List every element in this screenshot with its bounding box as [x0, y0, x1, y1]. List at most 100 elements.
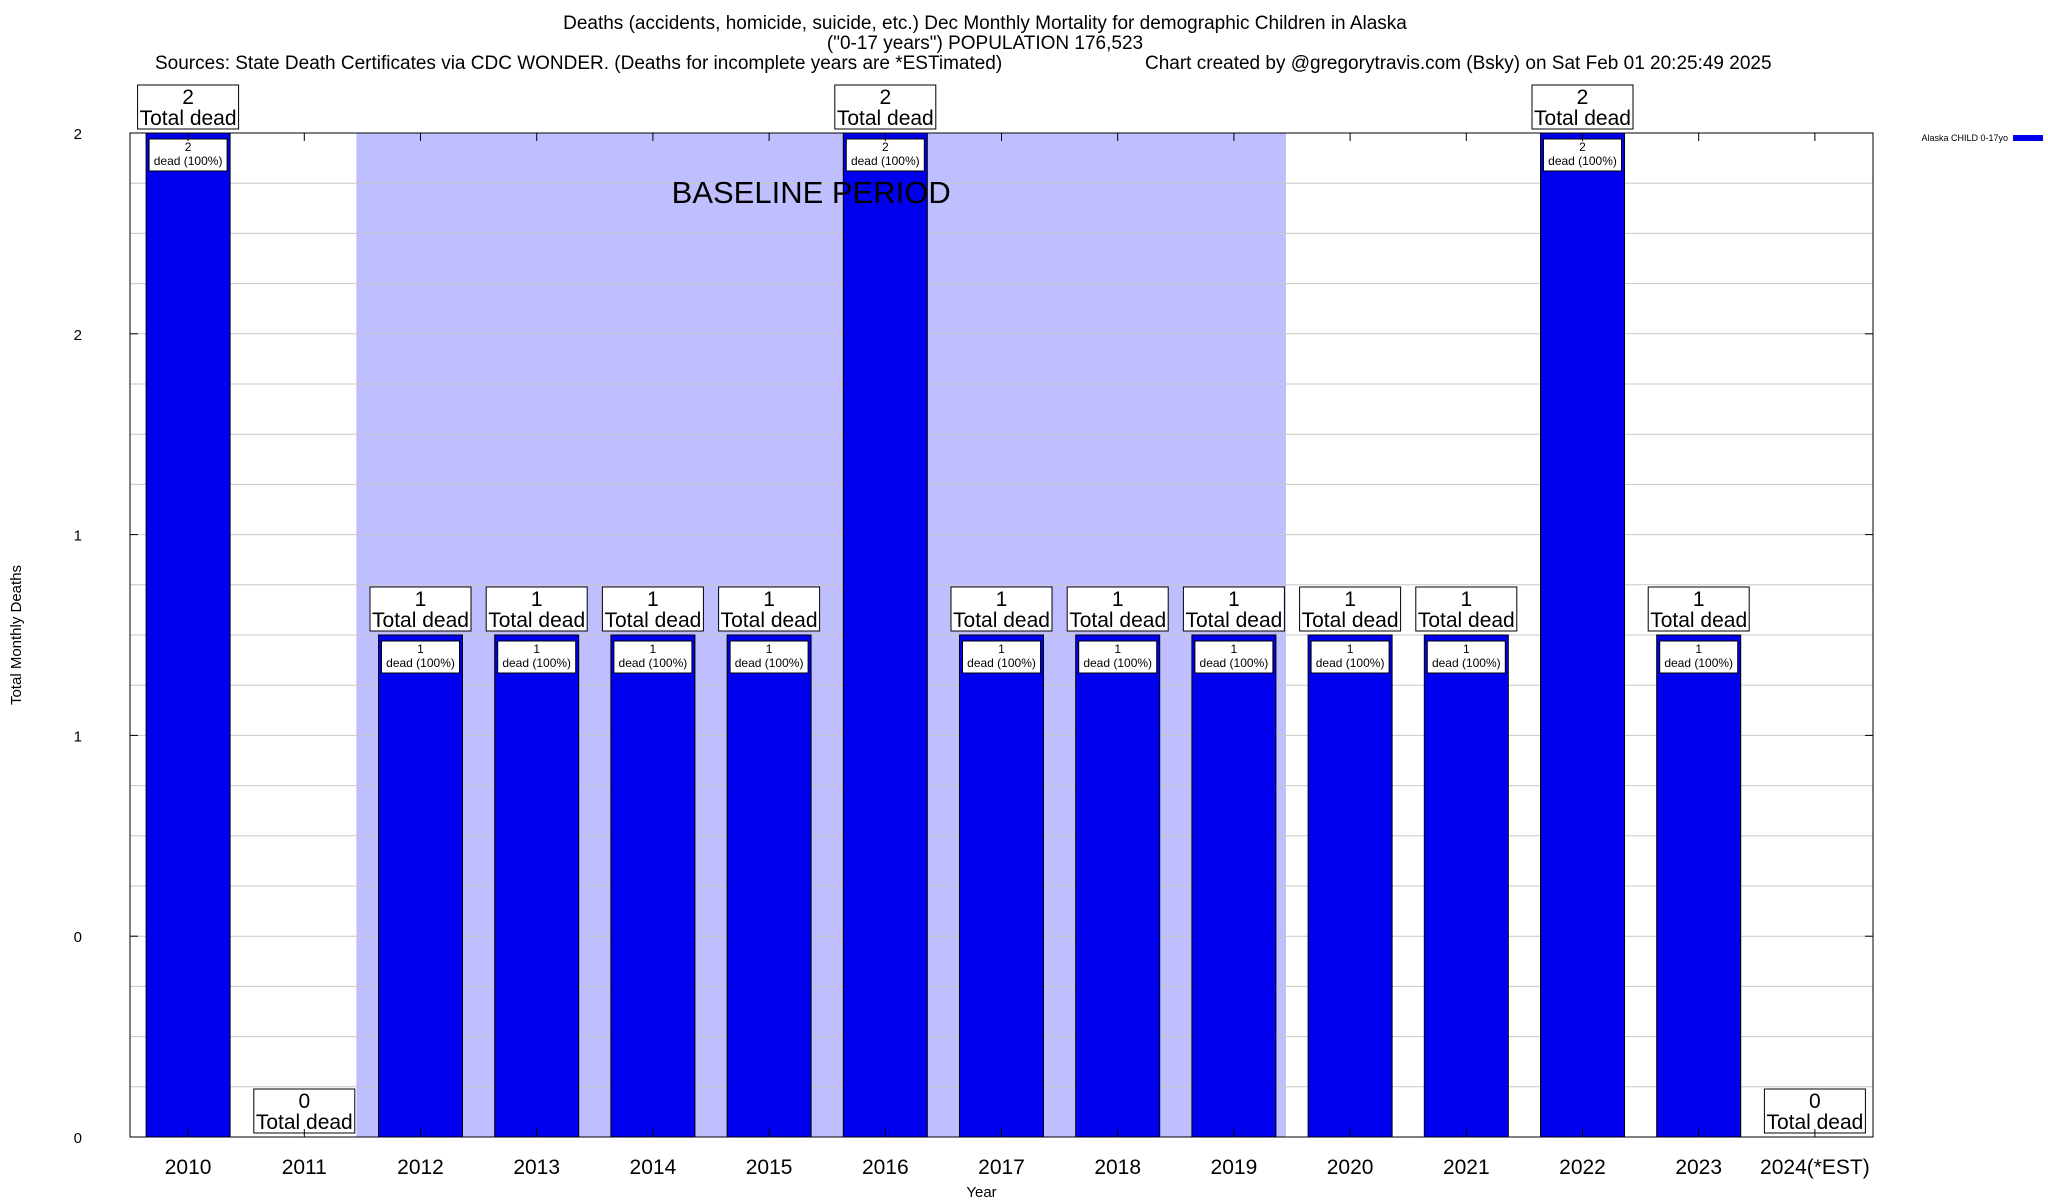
bar-label-text: dead (100%) — [1083, 656, 1152, 670]
total-label-value: 1 — [1460, 588, 1472, 611]
total-label-value: 1 — [647, 588, 659, 611]
bar-label-text: dead (100%) — [1548, 154, 1617, 168]
y-tick-label: 1 — [74, 728, 82, 745]
bar-label-value: 1 — [650, 642, 657, 656]
bar-label-text: dead (100%) — [735, 656, 804, 670]
bar-label-value: 2 — [185, 140, 192, 154]
bar — [1191, 634, 1277, 1138]
total-label-text: Total dead — [1418, 609, 1515, 632]
legend-swatch — [2013, 135, 2043, 141]
bar-label-text: dead (100%) — [1200, 656, 1269, 670]
bar-label-text: dead (100%) — [1316, 656, 1385, 670]
legend-label: Alaska CHILD 0-17yo — [1921, 133, 2008, 143]
x-tick-label: 2016 — [862, 1156, 909, 1179]
bar — [726, 634, 812, 1138]
total-label-box — [1066, 586, 1169, 632]
bar-label-box — [1543, 138, 1622, 172]
baseline-period-label: BASELINE PERIOD — [672, 175, 951, 210]
y-tick-label: 2 — [74, 327, 82, 344]
x-tick-label: 2022 — [1559, 1156, 1606, 1179]
total-label-text: Total dead — [1069, 609, 1166, 632]
total-label-box — [1299, 586, 1402, 632]
bar-label-box — [729, 640, 809, 674]
total-label-value: 0 — [298, 1090, 310, 1113]
bar-label-text: dead (100%) — [1664, 656, 1733, 670]
x-tick-label: 2010 — [165, 1156, 212, 1179]
bar — [1656, 634, 1742, 1138]
total-label-box — [601, 586, 704, 632]
bar-label-value: 1 — [1347, 642, 1354, 656]
bar — [842, 132, 928, 1138]
total-label-text: Total dead — [604, 609, 701, 632]
bar — [610, 634, 696, 1138]
total-label-value: 0 — [1809, 1090, 1821, 1113]
bar-label-value: 1 — [998, 642, 1005, 656]
x-tick-label: 2011 — [282, 1156, 327, 1179]
bar — [1075, 634, 1161, 1138]
x-tick-label: 2017 — [978, 1156, 1025, 1179]
total-label-text: Total dead — [1185, 609, 1282, 632]
bar-label-value: 1 — [417, 642, 424, 656]
bar-label-box — [962, 640, 1041, 674]
bar-label-text: dead (100%) — [967, 656, 1036, 670]
x-tick-label: 2018 — [1094, 1156, 1141, 1179]
total-label-value: 2 — [1577, 86, 1589, 109]
bar-label-box — [497, 640, 577, 674]
bar-label-text: dead (100%) — [1432, 656, 1501, 670]
x-tick-label: 2013 — [513, 1156, 560, 1179]
total-label-text: Total dead — [372, 609, 469, 632]
bar-label-box — [148, 138, 228, 172]
total-label-text: Total dead — [1534, 107, 1631, 130]
chart-subtitle: ("0-17 years") POPULATION 176,523 — [826, 33, 1144, 54]
x-tick-label: 2021 — [1443, 1156, 1490, 1179]
bar-label-box — [381, 640, 460, 674]
y-tick-label: 0 — [74, 1130, 82, 1147]
bar — [1423, 634, 1509, 1138]
x-tick-label: 2019 — [1211, 1156, 1258, 1179]
total-label-box — [950, 586, 1053, 632]
x-tick-label: 2024(*EST) — [1760, 1156, 1870, 1179]
bar-label-box — [1078, 640, 1158, 674]
x-axis-label: Year — [966, 1184, 996, 1200]
bar — [494, 634, 580, 1138]
chart-credit: Chart created by @gregorytravis.com (Bsk… — [1145, 53, 1772, 74]
x-tick-label: 2023 — [1675, 1156, 1722, 1179]
bar-label-value: 2 — [1579, 140, 1586, 154]
bar-label-box — [1310, 640, 1390, 674]
total-label-text: Total dead — [488, 609, 585, 632]
bar-label-value: 1 — [533, 642, 540, 656]
bar-label-box — [1426, 640, 1506, 674]
x-tick-label: 2020 — [1327, 1156, 1374, 1179]
total-label-value: 1 — [996, 588, 1008, 611]
total-label-text: Total dead — [953, 609, 1050, 632]
bar-label-text: dead (100%) — [386, 656, 455, 670]
bar — [1307, 634, 1393, 1138]
total-label-text: Total dead — [1766, 1111, 1863, 1134]
y-axis-label: Total Monthly Deaths — [8, 565, 25, 705]
total-label-text: Total dead — [256, 1111, 353, 1134]
bar-label-value: 1 — [1463, 642, 1470, 656]
bar-label-value: 2 — [882, 140, 889, 154]
chart-title: Deaths (accidents, homicide, suicide, et… — [563, 13, 1407, 34]
bar-label-box — [613, 640, 693, 674]
x-tick-label: 2015 — [746, 1156, 793, 1179]
bar-label-text: dead (100%) — [619, 656, 688, 670]
total-label-box — [369, 586, 472, 632]
chart-sources: Sources: State Death Certificates via CD… — [155, 53, 1003, 74]
bar-label-box — [1194, 640, 1274, 674]
y-tick-label: 2 — [74, 126, 82, 143]
bar-label-value: 1 — [1114, 642, 1121, 656]
total-label-value: 1 — [415, 588, 427, 611]
bar-label-box — [845, 138, 925, 172]
total-label-text: Total dead — [1650, 609, 1747, 632]
total-label-box — [137, 84, 240, 130]
total-label-text: Total dead — [721, 609, 818, 632]
total-label-value: 1 — [763, 588, 775, 611]
x-tick-label: 2012 — [397, 1156, 444, 1179]
total-label-value: 2 — [879, 86, 891, 109]
bar — [145, 132, 231, 1138]
x-tick-label: 2014 — [630, 1156, 677, 1179]
bar-label-text: dead (100%) — [154, 154, 223, 168]
bar-label-value: 1 — [766, 642, 773, 656]
